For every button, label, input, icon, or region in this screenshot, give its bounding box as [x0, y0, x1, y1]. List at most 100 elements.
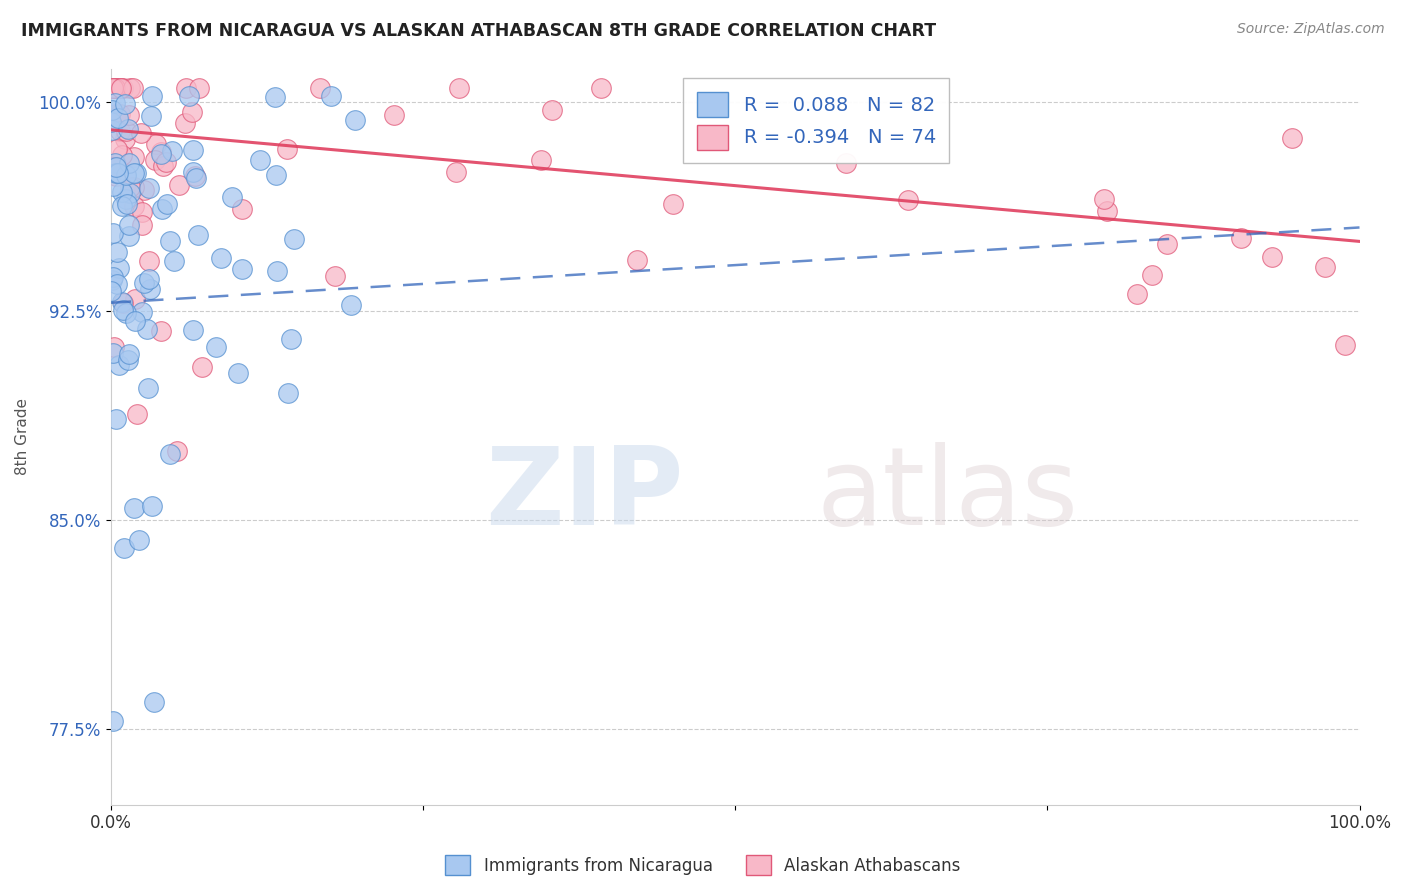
Point — [138, 181, 160, 195]
Text: Source: ZipAtlas.com: Source: ZipAtlas.com — [1237, 22, 1385, 37]
Point — [1281, 131, 1303, 145]
Point — [100, 273, 122, 287]
Point — [117, 197, 139, 211]
Point — [110, 81, 132, 95]
Point — [122, 81, 145, 95]
Point — [111, 81, 134, 95]
Point — [209, 252, 232, 266]
Y-axis label: 8th Grade: 8th Grade — [15, 398, 30, 475]
Point — [263, 90, 285, 104]
Point — [118, 346, 141, 360]
Legend: Immigrants from Nicaragua, Alaskan Athabascans: Immigrants from Nicaragua, Alaskan Athab… — [437, 847, 969, 884]
Point — [131, 205, 153, 219]
Point — [117, 218, 139, 232]
Point — [187, 81, 209, 95]
Point — [104, 81, 127, 95]
Point — [181, 323, 204, 337]
Point — [339, 298, 361, 312]
Point — [138, 254, 160, 268]
Point — [103, 270, 125, 285]
Point — [117, 122, 139, 136]
Point — [101, 226, 124, 240]
Point — [1230, 231, 1253, 245]
Point — [449, 81, 471, 95]
Point — [155, 155, 177, 169]
Point — [226, 366, 249, 380]
Point — [319, 89, 342, 103]
Point — [231, 202, 253, 217]
Point — [540, 103, 562, 117]
Point — [139, 281, 162, 295]
Point — [276, 142, 298, 156]
Point — [101, 81, 124, 95]
Point — [105, 161, 128, 175]
Point — [162, 144, 184, 158]
Point — [118, 155, 141, 169]
Point — [136, 322, 159, 336]
Point — [105, 277, 128, 291]
Point — [1333, 338, 1355, 352]
Point — [834, 156, 856, 170]
Point — [115, 192, 138, 206]
Point — [118, 179, 141, 194]
Point — [101, 103, 124, 118]
Point — [101, 158, 124, 172]
Point — [591, 81, 613, 95]
Point — [108, 107, 131, 121]
Point — [205, 340, 228, 354]
Text: IMMIGRANTS FROM NICARAGUA VS ALASKAN ATHABASCAN 8TH GRADE CORRELATION CHART: IMMIGRANTS FROM NICARAGUA VS ALASKAN ATH… — [21, 22, 936, 40]
Point — [108, 260, 131, 275]
Point — [122, 199, 145, 213]
Point — [101, 714, 124, 728]
Point — [141, 500, 163, 514]
Point — [125, 407, 148, 421]
Point — [118, 108, 141, 122]
Point — [105, 411, 128, 425]
Point — [283, 232, 305, 246]
Point — [105, 169, 128, 183]
Point — [231, 261, 253, 276]
Point — [104, 160, 127, 174]
Point — [117, 353, 139, 368]
Point — [112, 295, 135, 310]
Point — [118, 186, 141, 201]
Point — [104, 96, 127, 111]
Point — [115, 124, 138, 138]
Point — [122, 166, 145, 180]
Point — [103, 340, 125, 354]
Point — [155, 196, 177, 211]
Point — [277, 386, 299, 401]
Point — [145, 137, 167, 152]
Point — [122, 150, 145, 164]
Point — [897, 193, 920, 207]
Point — [308, 81, 330, 95]
Point — [163, 253, 186, 268]
Point — [166, 443, 188, 458]
Point — [111, 199, 134, 213]
Point — [138, 272, 160, 286]
Point — [249, 153, 271, 167]
Point — [132, 183, 155, 197]
Point — [191, 359, 214, 374]
Point — [132, 276, 155, 290]
Point — [115, 306, 138, 320]
Point — [150, 145, 173, 159]
Point — [1260, 250, 1282, 264]
Point — [103, 346, 125, 360]
Point — [100, 115, 122, 129]
Point — [530, 153, 553, 168]
Legend: R =  0.088   N = 82, R = -0.394   N = 74: R = 0.088 N = 82, R = -0.394 N = 74 — [683, 78, 949, 163]
Point — [1095, 203, 1118, 218]
Point — [323, 268, 346, 283]
Point — [184, 169, 207, 184]
Point — [136, 381, 159, 395]
Point — [1092, 192, 1115, 206]
Point — [149, 324, 172, 338]
Point — [152, 160, 174, 174]
Point — [180, 105, 202, 120]
Point — [1156, 236, 1178, 251]
Point — [104, 109, 127, 123]
Point — [108, 81, 131, 95]
Point — [105, 166, 128, 180]
Point — [100, 284, 122, 298]
